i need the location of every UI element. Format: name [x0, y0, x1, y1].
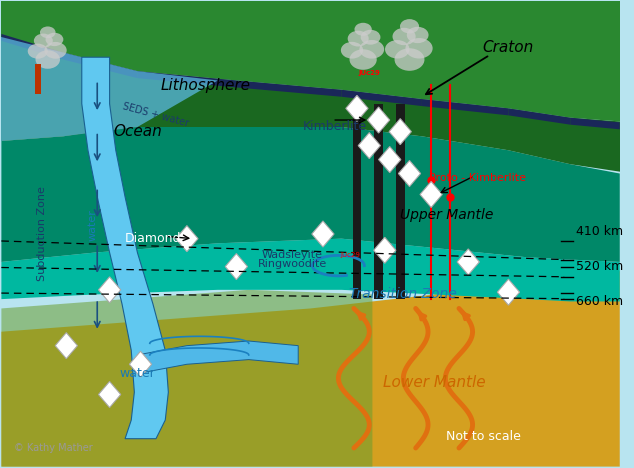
- Polygon shape: [420, 182, 443, 207]
- Circle shape: [349, 49, 377, 70]
- Text: Craton: Craton: [483, 40, 534, 55]
- Polygon shape: [138, 71, 236, 88]
- Circle shape: [341, 42, 363, 58]
- Circle shape: [394, 48, 425, 71]
- Polygon shape: [1, 34, 63, 59]
- Circle shape: [392, 28, 416, 45]
- Text: water: water: [120, 367, 155, 380]
- Polygon shape: [138, 341, 298, 373]
- Text: Kimberlite: Kimberlite: [303, 120, 367, 133]
- Circle shape: [28, 44, 48, 58]
- Circle shape: [36, 51, 60, 69]
- Polygon shape: [457, 249, 479, 275]
- Text: Lower Mantle: Lower Mantle: [383, 375, 486, 390]
- Circle shape: [354, 23, 372, 36]
- Polygon shape: [55, 333, 77, 358]
- Polygon shape: [312, 221, 334, 247]
- Polygon shape: [368, 107, 390, 133]
- Text: JUc29: JUc29: [358, 71, 380, 76]
- Circle shape: [405, 38, 432, 58]
- Circle shape: [361, 30, 380, 44]
- Polygon shape: [236, 80, 342, 97]
- Polygon shape: [98, 277, 120, 303]
- Circle shape: [40, 27, 56, 38]
- Polygon shape: [358, 132, 380, 159]
- Polygon shape: [63, 52, 138, 78]
- Polygon shape: [1, 127, 620, 262]
- Text: 410 km: 410 km: [576, 225, 624, 238]
- Polygon shape: [129, 351, 152, 377]
- Polygon shape: [176, 226, 198, 252]
- Polygon shape: [98, 381, 120, 408]
- Text: Ocean: Ocean: [113, 124, 162, 139]
- Circle shape: [347, 31, 369, 46]
- Polygon shape: [1, 239, 620, 301]
- Polygon shape: [346, 95, 368, 121]
- Bar: [396, 104, 404, 299]
- Polygon shape: [422, 99, 508, 116]
- Text: Transition Zone: Transition Zone: [349, 287, 457, 301]
- Polygon shape: [1, 290, 372, 467]
- Text: water: water: [88, 209, 98, 241]
- Polygon shape: [373, 237, 396, 263]
- Polygon shape: [0, 0, 632, 122]
- Circle shape: [46, 33, 63, 46]
- Polygon shape: [0, 34, 218, 141]
- Text: JUc29: JUc29: [341, 252, 361, 258]
- Circle shape: [400, 19, 419, 33]
- Bar: [353, 104, 361, 299]
- Bar: [36, 64, 41, 95]
- Text: Lithosphere: Lithosphere: [160, 78, 250, 93]
- Text: Not to scale: Not to scale: [446, 431, 521, 443]
- Text: Ringwoodite: Ringwoodite: [257, 259, 327, 269]
- Text: © Kathy Mather: © Kathy Mather: [14, 443, 93, 453]
- Polygon shape: [398, 161, 420, 187]
- Text: Wadsleyite: Wadsleyite: [261, 250, 323, 260]
- Text: SEDS + water: SEDS + water: [122, 102, 190, 129]
- Circle shape: [407, 27, 429, 43]
- Polygon shape: [378, 146, 401, 173]
- Polygon shape: [342, 90, 422, 106]
- Polygon shape: [389, 118, 411, 145]
- Polygon shape: [225, 254, 247, 279]
- Text: Upper Mantle: Upper Mantle: [400, 208, 493, 222]
- Text: 520 km: 520 km: [576, 260, 624, 273]
- Polygon shape: [1, 271, 620, 467]
- Circle shape: [359, 40, 384, 58]
- Polygon shape: [571, 117, 620, 129]
- Circle shape: [385, 40, 410, 58]
- Text: Subduction Zone: Subduction Zone: [37, 187, 46, 281]
- Circle shape: [34, 34, 53, 48]
- Circle shape: [44, 42, 67, 58]
- Polygon shape: [0, 34, 632, 174]
- Polygon shape: [497, 279, 520, 305]
- Text: 660 km: 660 km: [576, 295, 624, 308]
- Text: Proto - Kimberlite: Proto - Kimberlite: [429, 173, 526, 183]
- Polygon shape: [508, 109, 571, 124]
- Bar: [374, 104, 383, 299]
- Text: Diamond: Diamond: [125, 232, 181, 245]
- Polygon shape: [82, 57, 169, 439]
